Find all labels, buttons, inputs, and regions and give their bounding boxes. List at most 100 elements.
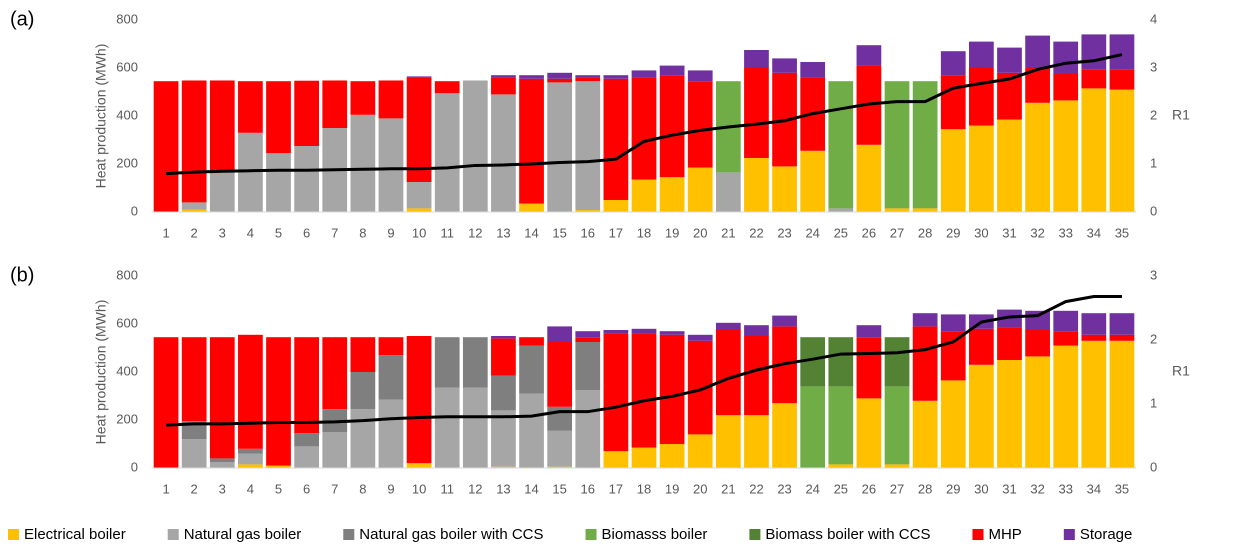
bar-segment (575, 75, 601, 78)
bar-segment (547, 430, 573, 467)
x-tick-label: 10 (412, 481, 426, 496)
bar-segment (547, 78, 573, 83)
x-tick-label: 23 (777, 225, 791, 240)
x-tick-label: 27 (890, 481, 904, 496)
bar-segment (687, 81, 713, 168)
x-tick-label: 7 (331, 481, 338, 496)
bar-segment (687, 70, 713, 82)
bar-segment (181, 209, 207, 212)
x-tick-label: 6 (303, 225, 310, 240)
y2-tick-label: 3 (1150, 267, 1157, 282)
bar-segment (828, 464, 854, 468)
bar-segment (856, 398, 882, 468)
bar-segment (1025, 310, 1050, 330)
x-tick-label: 29 (946, 225, 960, 240)
x-tick-label: 11 (440, 481, 454, 496)
bar-segment (1053, 41, 1079, 74)
x-tick-label: 33 (1058, 481, 1072, 496)
bar-segment (969, 68, 994, 126)
bar-segment (575, 390, 601, 468)
bar-segment (519, 75, 544, 79)
bar-segment (547, 326, 573, 342)
bar-segment (1081, 313, 1107, 335)
x-tick-label: 10 (412, 225, 426, 240)
y2-axis-label: R1 (1172, 107, 1190, 123)
x-tick-label: 15 (552, 481, 566, 496)
x-tick-label: 15 (552, 225, 566, 240)
bar-segment (772, 58, 797, 73)
x-tick-label: 5 (275, 481, 282, 496)
bar-segment (462, 337, 488, 388)
bar-segment (856, 325, 882, 338)
bar-segment (631, 328, 657, 334)
bar-segment (744, 325, 769, 336)
bar-segment (238, 334, 263, 449)
y2-axis-label: R1 (1172, 363, 1190, 379)
bar-segment (997, 327, 1022, 360)
bar-segment (631, 77, 657, 180)
bar-segment (491, 75, 516, 78)
bar-segment (997, 47, 1022, 73)
x-tick-label: 32 (1030, 481, 1044, 496)
x-tick-label: 1 (162, 481, 169, 496)
bar-segment (659, 331, 685, 335)
x-tick-label: 7 (331, 225, 338, 240)
bar-segment (969, 41, 994, 68)
bar-segment (1109, 340, 1135, 468)
bar-segment (322, 337, 348, 410)
bar-segment (519, 203, 544, 212)
bar-segment (547, 82, 573, 213)
x-tick-label: 8 (359, 481, 366, 496)
bar-segment (266, 465, 291, 468)
bar-segment (1081, 340, 1107, 468)
bar-segment (1109, 313, 1135, 335)
bar-segment (603, 330, 629, 334)
x-tick-label: 21 (721, 225, 735, 240)
bar-segment (491, 336, 516, 339)
x-tick-label: 23 (777, 481, 791, 496)
bar-segment (1109, 89, 1135, 212)
y-tick-label: 200 (116, 155, 138, 170)
bar-segment (772, 315, 797, 327)
bar-segment (294, 146, 319, 212)
bar-segment (1025, 330, 1050, 357)
x-tick-label: 13 (496, 225, 510, 240)
bar-segment (181, 80, 207, 203)
bar-segment (715, 322, 741, 330)
bar-segment (687, 434, 713, 468)
bar-segment (462, 80, 488, 212)
panel-label: (a) (10, 8, 34, 30)
bar-segment (1081, 334, 1107, 341)
bar-segment (434, 387, 460, 468)
y-axis-label: Heat production (MWh) (93, 44, 109, 189)
bar-segment (940, 129, 966, 212)
bar-segment (350, 372, 376, 410)
y-tick-label: 400 (116, 107, 138, 122)
x-tick-label: 4 (247, 481, 254, 496)
bar-segment (800, 150, 826, 212)
bar-segment (744, 158, 769, 212)
bar-segment (940, 331, 966, 381)
bar-segment (294, 80, 319, 146)
bar-segment (687, 167, 713, 212)
bar-segment (491, 410, 516, 467)
bar-segment (659, 75, 685, 178)
y-tick-label: 400 (116, 363, 138, 378)
x-tick-label: 5 (275, 225, 282, 240)
x-tick-label: 29 (946, 481, 960, 496)
bar-segment (687, 334, 713, 341)
bar-segment (238, 81, 263, 133)
bar-segment (266, 153, 291, 212)
y2-tick-label: 3 (1150, 59, 1157, 74)
bar-segment (659, 177, 685, 212)
legend-label: Electrical boiler (24, 526, 126, 543)
bar-segment (659, 444, 685, 468)
x-tick-label: 2 (191, 481, 198, 496)
bar-segment (181, 202, 207, 210)
bar-segment (378, 337, 404, 356)
x-tick-label: 35 (1115, 225, 1129, 240)
bar-segment (406, 77, 432, 182)
bar-segment (462, 387, 488, 468)
y2-tick-label: 0 (1150, 203, 1157, 218)
